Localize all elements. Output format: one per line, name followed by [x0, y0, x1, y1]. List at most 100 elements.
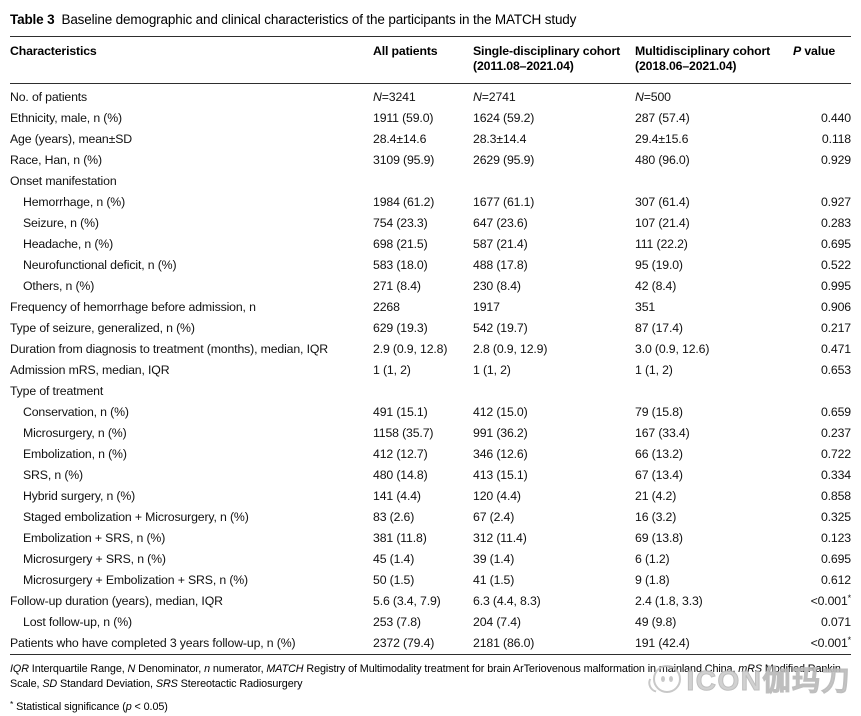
- abbreviations-footnote: IQR Interquartile Range, N Denominator, …: [10, 662, 841, 691]
- row-label: Others, n (%): [23, 278, 95, 293]
- cell-multi-cohort: 111 (22.2): [635, 236, 688, 251]
- cell-multi-cohort: 67 (13.4): [635, 467, 683, 482]
- table-row: Duration from diagnosis to treatment (mo…: [10, 339, 851, 360]
- cell-multi-cohort: [635, 171, 793, 192]
- table-title: Table 3 Baseline demographic and clinical…: [10, 12, 851, 27]
- cell-multi-cohort: 87 (17.4): [635, 320, 683, 335]
- cell-single-cohort: 413 (15.1): [473, 467, 528, 482]
- cell-p-value: 0.858: [820, 488, 851, 503]
- table-row: Embolization + SRS, n (%) 381 (11.8) 312 (…: [10, 528, 851, 549]
- cell-p-value: [793, 381, 851, 402]
- cell-single-cohort: 2.8 (0.9, 12.9): [473, 341, 548, 356]
- table-row: Microsurgery, n (%) 1158 (35.7) 991 (36.2)…: [10, 423, 851, 444]
- table-row: Ethnicity, male, n (%) 1911 (59.0) 1624 (5…: [10, 108, 851, 129]
- cell-all-patients: [373, 381, 473, 402]
- cell-all-patients: 491 (15.1): [373, 404, 428, 419]
- cell-single-cohort: 67 (2.4): [473, 509, 515, 524]
- cell-all-patients: 412 (12.7): [373, 446, 428, 461]
- cell-all-patients: 2372 (79.4): [373, 635, 435, 650]
- row-label: Follow-up duration (years), median, IQR: [10, 593, 223, 608]
- cell-single-cohort: 346 (12.6): [473, 446, 528, 461]
- cell-p-value: [793, 83, 851, 108]
- cell-single-cohort: 1677 (61.1): [473, 194, 535, 209]
- table-header-row: Characteristics All patients Single-discip…: [10, 36, 851, 84]
- row-label: Ethnicity, male, n (%): [10, 110, 122, 125]
- table-row: Follow-up duration (years), median, IQR 5…: [10, 591, 851, 612]
- table-row: Hemorrhage, n (%) 1984 (61.2) 1677 (61.1) 3…: [10, 192, 851, 213]
- cell-single-cohort: 647 (23.6): [473, 215, 528, 230]
- cell-all-patients: 1911 (59.0): [373, 110, 434, 125]
- cell-single-cohort: 312 (11.4): [473, 530, 527, 545]
- table-row: Lost follow-up, n (%) 253 (7.8) 204 (7.4) 4…: [10, 612, 851, 633]
- table-row: Microsurgery + Embolization + SRS, n (%)…: [10, 570, 851, 591]
- cell-multi-cohort: 3.0 (0.9, 12.6): [635, 341, 710, 356]
- cell-multi-cohort: 66 (13.2): [635, 446, 683, 461]
- cell-multi-cohort: 107 (21.4): [635, 215, 690, 230]
- table-row: Conservation, n (%) 491 (15.1) 412 (15.0) 7…: [10, 402, 851, 423]
- row-label: Lost follow-up, n (%): [23, 614, 132, 629]
- cell-single-cohort: 2629 (95.9): [473, 152, 535, 167]
- cell-single-cohort: [473, 171, 635, 192]
- cell-all-patients: 2.9 (0.9, 12.8): [373, 341, 448, 356]
- cell-p-value: 0.334: [820, 467, 851, 482]
- table-row: Onset manifestation: [10, 171, 851, 192]
- row-label: Frequency of hemorrhage before admission…: [10, 299, 256, 314]
- cell-single-cohort: 412 (15.0): [473, 404, 528, 419]
- cell-p-value: 0.695: [820, 236, 851, 251]
- cell-single-cohort: [473, 381, 635, 402]
- cell-multi-cohort: 2.4 (1.8, 3.3): [635, 593, 703, 608]
- cell-p-value: 0.071: [820, 614, 851, 629]
- cell-all-patients: 253 (7.8): [373, 614, 421, 629]
- table-row: Seizure, n (%) 754 (23.3) 647 (23.6) 107 (2…: [10, 213, 851, 234]
- cell-p-value: [793, 171, 851, 192]
- table-row: Microsurgery + SRS, n (%) 45 (1.4) 39 (1.4…: [10, 549, 851, 570]
- row-label: No. of patients: [10, 89, 88, 104]
- cell-multi-cohort: 351: [635, 299, 656, 314]
- cell-single-cohort: 39 (1.4): [473, 551, 515, 566]
- row-label: Headache, n (%): [23, 236, 114, 251]
- cell-all-patients: 1158 (35.7): [373, 425, 434, 440]
- row-label: Microsurgery + SRS, n (%): [23, 551, 166, 566]
- row-label: Age (years), mean±SD: [10, 131, 132, 146]
- cell-p-value: <0.001*: [810, 592, 852, 608]
- cell-multi-cohort: 16 (3.2): [635, 509, 677, 524]
- cell-p-value: 0.118: [821, 131, 851, 146]
- cell-multi-cohort: 21 (4.2): [635, 488, 677, 503]
- row-label: Hybrid surgery, n (%): [23, 488, 136, 503]
- cell-single-cohort: 587 (21.4): [473, 236, 528, 251]
- cell-all-patients: 480 (14.8): [373, 467, 428, 482]
- cell-p-value: 0.659: [820, 404, 851, 419]
- cell-all-patients: 2268: [373, 299, 400, 314]
- col-header-p-value: P value: [793, 36, 851, 84]
- cell-all-patients: 1984 (61.2): [373, 194, 435, 209]
- cell-single-cohort: 2181 (86.0): [473, 635, 535, 650]
- cell-multi-cohort: 307 (61.4): [635, 194, 690, 209]
- cell-all-patients: N=3241: [373, 89, 416, 104]
- table-row: Neurofunctional deficit, n (%) 583 (18.0)…: [10, 255, 851, 276]
- cell-multi-cohort: 95 (19.0): [635, 257, 683, 272]
- cell-p-value: 0.653: [820, 362, 851, 377]
- table-row: Type of treatment: [10, 381, 851, 402]
- cell-multi-cohort: 6 (1.2): [635, 551, 670, 566]
- cell-p-value: <0.001*: [810, 634, 852, 650]
- col-header-characteristics: Characteristics: [10, 36, 373, 84]
- cell-multi-cohort: 49 (9.8): [635, 614, 677, 629]
- characteristics-table: Characteristics All patients Single-discip…: [10, 36, 851, 655]
- cell-single-cohort: 542 (19.7): [473, 320, 528, 335]
- cell-single-cohort: 41 (1.5): [473, 572, 515, 587]
- table-row: Age (years), mean±SD 28.4±14.6 28.3±14.4 29…: [10, 129, 851, 150]
- cell-all-patients: 754 (23.3): [373, 215, 428, 230]
- row-label: Type of seizure, generalized, n (%): [10, 320, 195, 335]
- cell-all-patients: 583 (18.0): [373, 257, 428, 272]
- table-row: Hybrid surgery, n (%) 141 (4.4) 120 (4.4) 2…: [10, 486, 851, 507]
- cell-p-value: 0.929: [820, 152, 851, 167]
- cell-single-cohort: 6.3 (4.4, 8.3): [473, 593, 541, 608]
- cell-multi-cohort: 69 (13.8): [635, 530, 683, 545]
- row-label: Hemorrhage, n (%): [23, 194, 126, 209]
- table-row: Staged embolization + Microsurgery, n (%…: [10, 507, 851, 528]
- cell-all-patients: 271 (8.4): [373, 278, 421, 293]
- table-caption: Baseline demographic and clinical charac…: [61, 12, 577, 27]
- cell-single-cohort: 1624 (59.2): [473, 110, 535, 125]
- cell-all-patients: [373, 171, 473, 192]
